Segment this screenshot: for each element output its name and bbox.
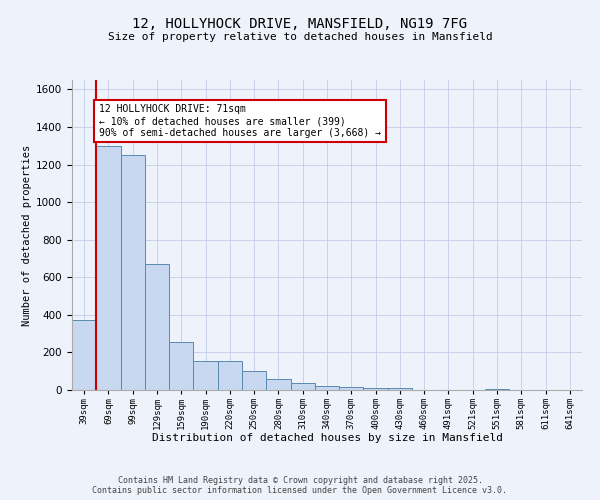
Bar (121, 155, 145, 390)
Bar (364, 388, 388, 390)
X-axis label: Distribution of detached houses by size in Mansfield: Distribution of detached houses by size … (151, 434, 503, 444)
Bar (145, 264, 169, 390)
Bar (339, 387, 364, 390)
Bar (169, 342, 193, 390)
Bar (485, 389, 509, 390)
Text: Contains HM Land Registry data © Crown copyright and database right 2025.
Contai: Contains HM Land Registry data © Crown c… (92, 476, 508, 495)
Bar (266, 378, 290, 390)
Y-axis label: Number of detached properties: Number of detached properties (22, 144, 32, 326)
Bar (72, 320, 96, 390)
Bar (96, 146, 121, 390)
Text: 12 HOLLYHOCK DRIVE: 71sqm
← 10% of detached houses are smaller (399)
90% of semi: 12 HOLLYHOCK DRIVE: 71sqm ← 10% of detac… (99, 104, 381, 138)
Bar (218, 361, 242, 390)
Bar (242, 370, 266, 390)
Bar (193, 361, 218, 390)
Bar (388, 388, 412, 390)
Text: 12, HOLLYHOCK DRIVE, MANSFIELD, NG19 7FG: 12, HOLLYHOCK DRIVE, MANSFIELD, NG19 7FG (133, 18, 467, 32)
Text: Size of property relative to detached houses in Mansfield: Size of property relative to detached ho… (107, 32, 493, 42)
Bar (315, 386, 339, 390)
Bar (290, 383, 315, 390)
